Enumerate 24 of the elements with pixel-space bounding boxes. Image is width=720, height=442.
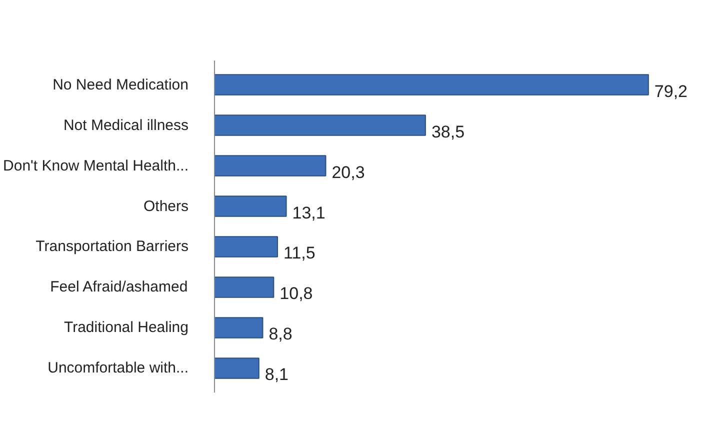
bar [214,358,260,379]
data-label: 8,8 [268,324,292,344]
bar [214,276,274,298]
y-tick-label: Feel Afraid/ashamed [50,278,188,296]
data-label: 8,1 [264,365,289,384]
y-tick-label: Uncomfortable with... [48,360,188,377]
bar [214,196,287,217]
y-tick-label: No Need Medication [52,76,189,94]
y-tick-label: Not Medical illness [63,116,188,134]
y-tick-label: Traditional Healing [64,319,189,336]
bar [214,236,278,258]
data-label: 38,5 [431,122,465,142]
bar [214,317,264,338]
bar [214,74,649,96]
data-label: 20,3 [332,162,365,182]
bar [214,155,326,176]
data-label: 79,2 [654,82,688,101]
y-tick-label: Don't Know Mental Health... [3,157,189,174]
y-tick-label: Transportation Barriers [36,238,189,256]
data-label: 13,1 [292,203,326,222]
bar [214,114,426,136]
data-label: 11,5 [284,244,316,263]
data-label: 10,8 [280,284,313,304]
y-tick-label: Others [143,198,188,215]
